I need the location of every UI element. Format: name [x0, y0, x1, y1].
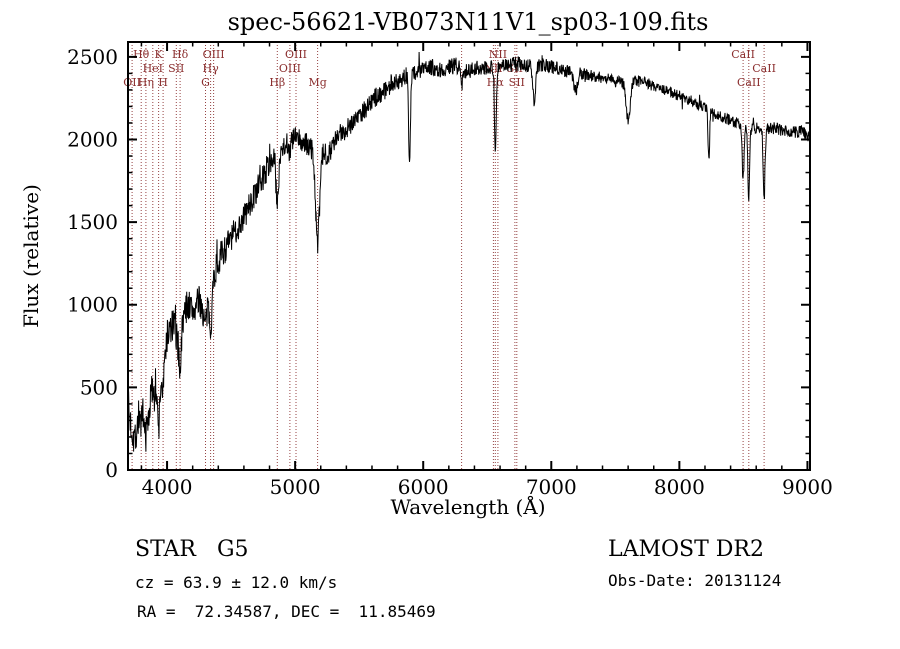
survey-text: LAMOST DR2: [608, 537, 764, 562]
svg-text:5000: 5000: [270, 475, 321, 499]
svg-text:Hθ: Hθ: [133, 48, 150, 61]
object-type-text: STAR G5: [135, 537, 249, 562]
x-axis-label: Wavelength (Å): [390, 494, 545, 519]
svg-text:CaII: CaII: [737, 76, 761, 89]
svg-text:G: G: [201, 76, 210, 89]
svg-text:2500: 2500: [67, 45, 118, 69]
svg-text:9000: 9000: [782, 475, 833, 499]
svg-text:7000: 7000: [526, 475, 577, 499]
svg-text:OIII: OIII: [285, 48, 307, 61]
svg-text:Hγ: Hγ: [203, 62, 220, 75]
svg-text:SII: SII: [509, 76, 525, 89]
svg-text:H: H: [158, 76, 168, 89]
svg-text:500: 500: [80, 375, 118, 399]
svg-text:1500: 1500: [67, 210, 118, 234]
svg-text:HeI: HeI: [143, 62, 163, 75]
cz-text: cz = 63.9 ± 12.0 km/s: [135, 573, 337, 592]
chart-title: spec-56621-VB073N11V1_sp03-109.fits: [228, 8, 709, 36]
y-axis-label: Flux (relative): [19, 184, 43, 328]
svg-text:8000: 8000: [654, 475, 705, 499]
svg-text:K: K: [154, 48, 163, 61]
svg-text:NII: NII: [489, 48, 507, 61]
radec-text: RA = 72.34587, DEC = 11.85469: [137, 602, 436, 621]
chart-layer: OIIHθHηHeIKHSIIHδGHγOIIIHβOIIIOIIIMgNIIH…: [67, 41, 833, 499]
svg-text:Hβ: Hβ: [269, 76, 285, 89]
svg-text:Hη: Hη: [138, 76, 154, 89]
svg-text:2000: 2000: [67, 127, 118, 151]
svg-text:0: 0: [105, 458, 118, 482]
svg-text:CaII: CaII: [731, 48, 755, 61]
svg-text:1000: 1000: [67, 293, 118, 317]
svg-text:OIII: OIII: [203, 48, 225, 61]
svg-text:Mg: Mg: [308, 76, 326, 89]
svg-text:OIII: OIII: [279, 62, 301, 75]
obs-date-text: Obs-Date: 20131124: [608, 571, 781, 590]
svg-text:4000: 4000: [142, 475, 193, 499]
svg-text:CaII: CaII: [752, 62, 776, 75]
svg-text:Hα: Hα: [487, 76, 505, 89]
svg-text:SII: SII: [168, 62, 184, 75]
svg-text:6000: 6000: [398, 475, 449, 499]
svg-text:Hδ: Hδ: [172, 48, 189, 61]
